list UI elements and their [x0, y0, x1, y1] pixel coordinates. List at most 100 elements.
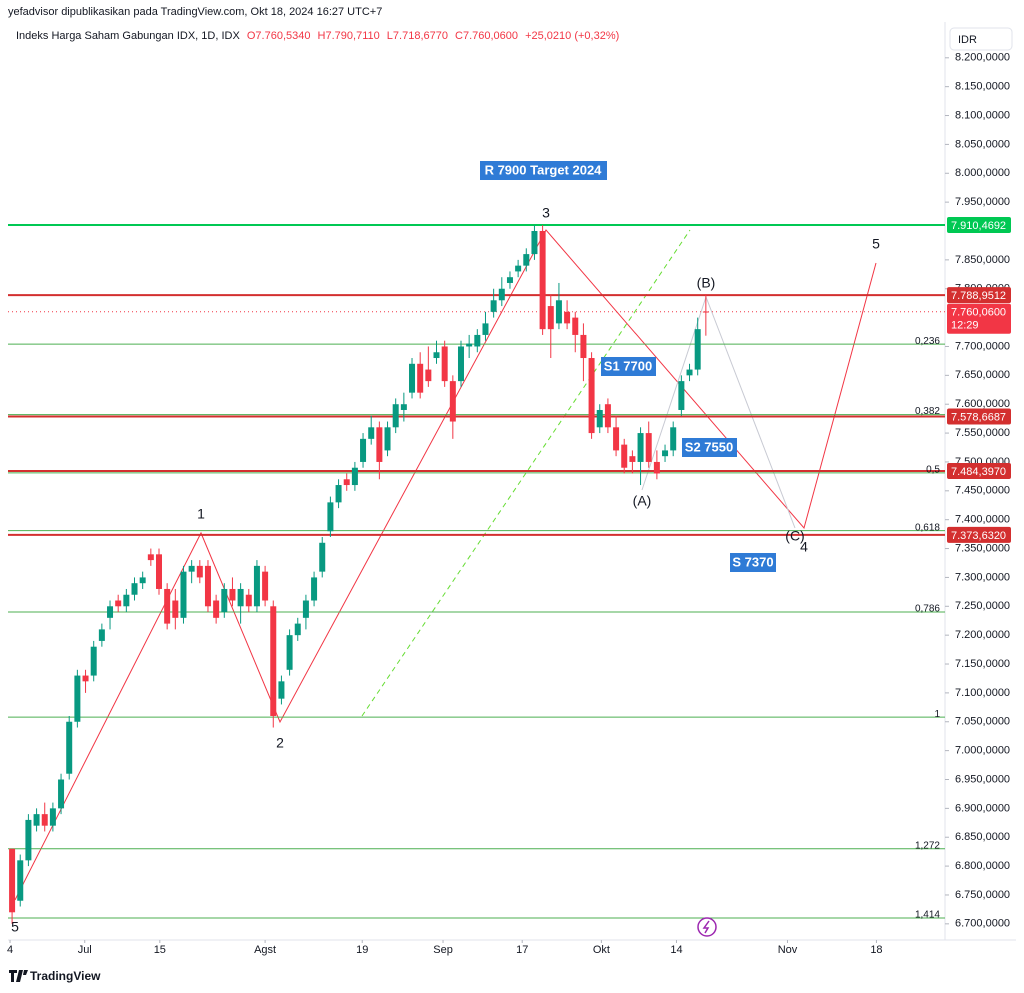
close-label: C7.760,0600 [455, 30, 518, 42]
candle-body [474, 334, 481, 347]
candle-body [58, 779, 65, 809]
fib-label: 1 [934, 709, 940, 720]
y-tick-label: 7.100,0000 [955, 687, 1010, 699]
candle-body [572, 317, 579, 335]
x-tick-label: Jul [78, 944, 92, 956]
countdown: 12:29 [951, 320, 979, 332]
note: S 7370 [732, 554, 773, 569]
wave-label: 3 [542, 205, 550, 221]
candle-body [466, 343, 473, 347]
candle-body [515, 265, 522, 272]
wave-label: 2 [276, 735, 284, 751]
y-tick-label: 6.800,0000 [955, 860, 1010, 872]
candle-body [580, 334, 587, 359]
candle-body [417, 363, 424, 393]
level-label: 7.788,9512 [951, 290, 1006, 302]
y-tick-label: 7.050,0000 [955, 716, 1010, 728]
candle-body [90, 646, 97, 676]
fib-label: 0,5 [926, 465, 940, 476]
candle-body [441, 346, 448, 382]
candle-body [49, 808, 56, 826]
wave-label: 5 [872, 236, 880, 252]
candle-body [678, 381, 685, 410]
candle-body [376, 427, 383, 462]
fib-label: 1,272 [915, 840, 940, 851]
level-label: 7.910,4692 [951, 220, 1006, 232]
candle-body [319, 542, 326, 572]
candle-body [588, 358, 595, 434]
candle-body [670, 427, 677, 451]
y-tick-label: 7.550,0000 [955, 427, 1010, 439]
level-label: 7.373,6320 [951, 530, 1006, 542]
candle-body [107, 606, 114, 618]
candle-body [253, 565, 260, 607]
candle-body [270, 606, 277, 716]
candle-body [564, 311, 571, 324]
candle-body [188, 565, 195, 572]
brand: TradingView [30, 969, 101, 983]
candle-body [98, 629, 105, 641]
candle-body [131, 583, 138, 595]
candle-body [694, 329, 701, 370]
candle-body [400, 404, 407, 410]
y-tick-label: 7.950,0000 [955, 196, 1010, 208]
y-tick-label: 7.200,0000 [955, 629, 1010, 641]
candle-body [629, 456, 636, 462]
chart-title: Indeks Harga Saham Gabungan IDX, 1D, IDX… [16, 30, 619, 42]
candle-body [506, 277, 513, 283]
candle-body [245, 594, 252, 607]
change-label: +25,0210 (+0,32%) [525, 30, 619, 42]
candle-body [360, 438, 367, 462]
candle-body [294, 623, 301, 636]
candle-body [482, 323, 489, 335]
y-tick-label: 8.200,0000 [955, 52, 1010, 64]
y-tick-label: 7.850,0000 [955, 254, 1010, 266]
y-tick-label: 8.150,0000 [955, 81, 1010, 93]
x-tick-label: 17 [516, 944, 528, 956]
publisher: yefadvisor dipublikasikan pada TradingVi… [8, 6, 382, 18]
fib-label: 0,382 [915, 406, 940, 417]
level-badge [947, 462, 1011, 479]
currency[interactable]: IDR [958, 34, 977, 46]
y-tick-label: 8.050,0000 [955, 138, 1010, 150]
candle-body [204, 565, 211, 607]
currency-button[interactable] [949, 27, 1013, 51]
y-tick-label: 7.650,0000 [955, 369, 1010, 381]
y-tick-label: 7.000,0000 [955, 745, 1010, 757]
candle-body [490, 300, 497, 312]
candle-body [213, 600, 220, 618]
candle-body [74, 675, 81, 722]
y-tick-label: 7.350,0000 [955, 542, 1010, 554]
candle-body [433, 352, 440, 359]
y-tick-label: 6.950,0000 [955, 773, 1010, 785]
candle-body [335, 485, 342, 503]
candle-body [596, 409, 603, 428]
y-tick-label: 8.000,0000 [955, 167, 1010, 179]
candle-body [645, 433, 652, 462]
candle-body [547, 306, 554, 330]
candle-body [539, 231, 546, 330]
wave-label: (C) [785, 528, 804, 544]
candle-body [262, 571, 269, 601]
candle-body [115, 600, 122, 607]
y-tick-label: 6.700,0000 [955, 918, 1010, 930]
event-icon[interactable] [697, 917, 717, 937]
level-badge [947, 287, 1011, 304]
wave-label: (B) [697, 275, 716, 291]
wave-label: 5 [11, 919, 19, 935]
x-tick-label: 14 [670, 944, 682, 956]
candle-body [384, 427, 391, 451]
candle-body [498, 288, 505, 301]
brand-logo [9, 970, 28, 982]
candle-body [702, 311, 709, 313]
x-tick-label: 4 [7, 944, 13, 956]
candle-body [449, 381, 456, 422]
high-label: H7.790,7110 [318, 30, 380, 42]
note-box [682, 438, 737, 457]
price-badge [947, 303, 1011, 334]
candle-body [196, 565, 203, 578]
candle-body [139, 577, 146, 584]
candle-body [653, 461, 660, 474]
candle-body [368, 427, 375, 439]
